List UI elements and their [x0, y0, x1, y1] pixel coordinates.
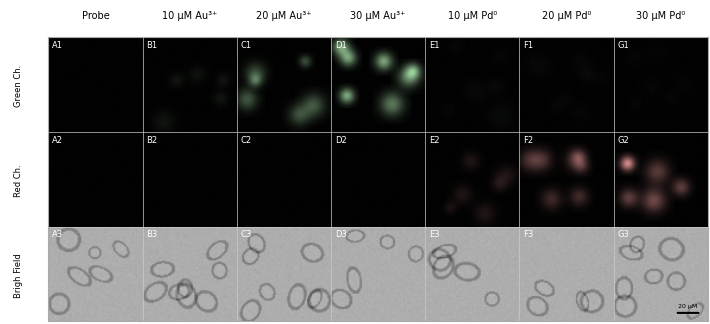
Text: E1: E1	[429, 41, 439, 50]
Text: Brigh Field: Brigh Field	[14, 253, 23, 298]
Text: E2: E2	[429, 136, 439, 145]
Text: G3: G3	[618, 230, 629, 239]
Text: E3: E3	[429, 230, 439, 239]
Text: Probe: Probe	[82, 11, 109, 21]
Text: A2: A2	[52, 136, 63, 145]
Text: 30 μM Au³⁺: 30 μM Au³⁺	[351, 11, 405, 21]
Text: 20 μM: 20 μM	[679, 304, 698, 309]
Text: C2: C2	[241, 136, 251, 145]
Text: Green Ch.: Green Ch.	[14, 65, 23, 107]
Text: F2: F2	[523, 136, 533, 145]
Text: 10 μM Au³⁺: 10 μM Au³⁺	[162, 11, 217, 21]
Text: A1: A1	[52, 41, 63, 50]
Text: D2: D2	[334, 136, 346, 145]
Text: B3: B3	[146, 230, 158, 239]
Text: 10 μM Pd⁰: 10 μM Pd⁰	[448, 11, 497, 21]
Text: 20 μM Au³⁺: 20 μM Au³⁺	[256, 11, 312, 21]
Text: G1: G1	[618, 41, 629, 50]
Text: Red Ch.: Red Ch.	[14, 164, 23, 197]
Text: G2: G2	[618, 136, 629, 145]
Text: C3: C3	[241, 230, 252, 239]
Text: D1: D1	[334, 41, 346, 50]
Text: 30 μM Pd⁰: 30 μM Pd⁰	[636, 11, 685, 21]
Text: D3: D3	[334, 230, 346, 239]
Text: 20 μM Pd⁰: 20 μM Pd⁰	[542, 11, 591, 21]
Text: B1: B1	[146, 41, 158, 50]
Text: A3: A3	[52, 230, 63, 239]
Text: F3: F3	[523, 230, 533, 239]
Text: F1: F1	[523, 41, 533, 50]
Text: C1: C1	[241, 41, 251, 50]
Text: B2: B2	[146, 136, 158, 145]
